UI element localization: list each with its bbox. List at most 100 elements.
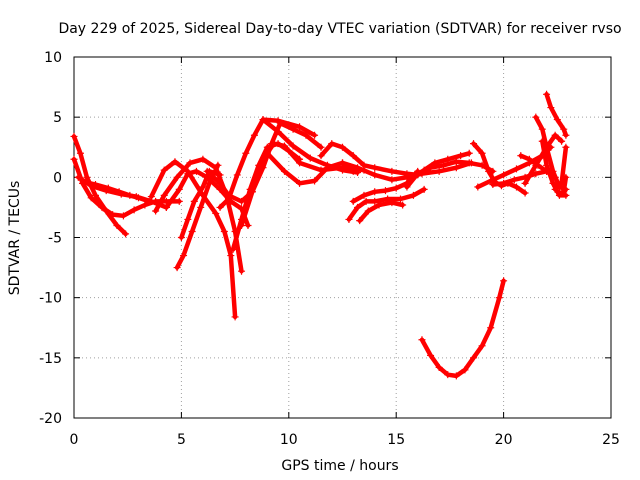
data-point [190, 197, 198, 205]
data-point [356, 217, 364, 225]
data-point [199, 183, 207, 191]
data-point [452, 372, 460, 380]
data-point [113, 221, 121, 229]
data-point [452, 164, 460, 172]
data-point [76, 149, 84, 157]
y-axis-title: SDTVAR / TECUs [7, 181, 23, 296]
series-line [550, 145, 569, 190]
data-point [130, 206, 138, 214]
data-point [229, 246, 237, 254]
data-point [281, 167, 289, 175]
y-tick-label: -20 [39, 411, 62, 427]
data-point [173, 173, 181, 181]
data-point [122, 230, 130, 238]
data-point [500, 171, 508, 179]
data-point [409, 173, 417, 181]
data-point [562, 191, 570, 199]
data-point [317, 143, 325, 151]
data-point [274, 117, 282, 125]
data-point [354, 164, 362, 172]
data-point [109, 211, 117, 219]
data-point [409, 191, 417, 199]
data-point [242, 149, 250, 157]
series-arc23 [418, 277, 508, 380]
data-point [512, 165, 520, 173]
x-tick-label: 25 [602, 432, 620, 448]
data-point [349, 152, 357, 160]
data-point [296, 159, 304, 167]
data-point [525, 155, 533, 163]
data-point [238, 221, 246, 229]
data-point [543, 90, 551, 98]
data-point [364, 207, 372, 215]
series-arc5 [147, 158, 239, 321]
axis-ticks: 0 5 10 15 20 25 -20 -15 -10 -5 0 5 10 [39, 50, 620, 448]
data-point [311, 177, 319, 185]
data-point [371, 188, 379, 196]
y-tick-label: 0 [53, 170, 62, 186]
data-point [474, 183, 482, 191]
data-point [360, 191, 368, 199]
data-point [538, 125, 546, 133]
x-tick-label: 10 [280, 432, 298, 448]
data-point [517, 152, 525, 160]
series-arc16 [317, 140, 422, 179]
y-tick-label: -5 [48, 231, 62, 247]
data-point [495, 294, 503, 302]
data-point [192, 167, 200, 175]
data-point [439, 161, 447, 169]
data-point [532, 161, 540, 169]
data-series [70, 90, 570, 380]
data-point [381, 187, 389, 195]
data-point [371, 197, 379, 205]
data-point [435, 363, 443, 371]
data-point [250, 131, 258, 139]
data-point [349, 197, 357, 205]
data-point [549, 179, 557, 187]
data-point [521, 189, 529, 197]
series-arc22 [409, 149, 473, 181]
data-point [160, 191, 168, 199]
data-point [199, 155, 207, 163]
data-point [83, 173, 91, 181]
data-point [119, 212, 127, 220]
series-arc31 [543, 90, 570, 139]
series-arc20 [356, 199, 407, 225]
data-point [371, 171, 379, 179]
data-point [470, 140, 478, 148]
data-point [175, 197, 183, 205]
data-point [470, 354, 478, 362]
data-point [173, 264, 181, 272]
data-point [427, 351, 435, 359]
series-arc33 [551, 173, 570, 197]
data-point [162, 203, 170, 211]
series-line [346, 187, 427, 222]
series-arc19 [349, 167, 422, 205]
data-point [220, 227, 228, 235]
data-point [444, 155, 452, 163]
data-point [345, 215, 353, 223]
data-point [225, 195, 233, 203]
data-point [553, 116, 561, 124]
data-point [244, 221, 252, 229]
data-point [510, 176, 518, 184]
series-arc1 [70, 132, 130, 238]
data-point [175, 185, 183, 193]
data-point [115, 188, 123, 196]
data-point [184, 170, 192, 178]
data-point [339, 143, 346, 151]
data-point [231, 313, 239, 321]
data-point [203, 167, 211, 175]
data-point [152, 207, 160, 215]
data-point [296, 179, 304, 187]
data-point [371, 164, 379, 172]
data-point [360, 161, 368, 169]
data-point [214, 161, 222, 169]
data-point [420, 166, 428, 174]
data-point [248, 188, 256, 196]
data-point [339, 159, 346, 167]
data-point [465, 149, 473, 157]
data-point [296, 123, 304, 131]
series-arc4 [81, 178, 153, 205]
data-point [420, 185, 428, 193]
